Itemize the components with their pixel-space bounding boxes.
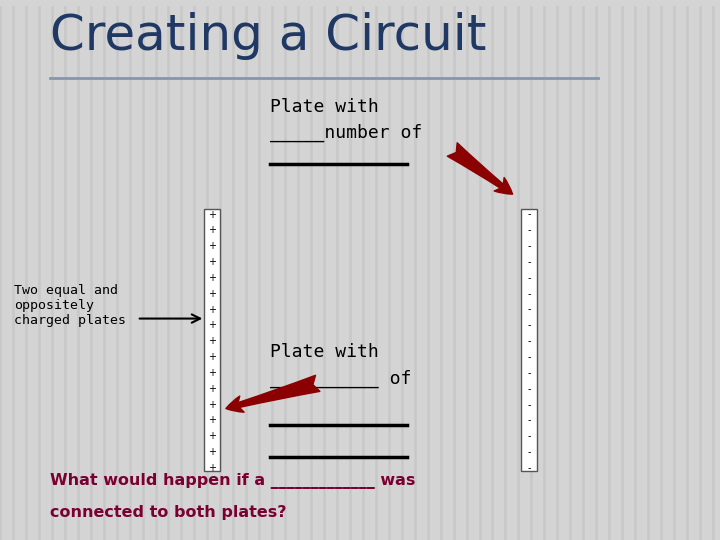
Text: -: - bbox=[528, 241, 531, 251]
Text: -: - bbox=[528, 463, 531, 473]
Text: +: + bbox=[208, 336, 217, 346]
Text: -: - bbox=[528, 210, 531, 220]
Text: +: + bbox=[208, 400, 217, 410]
Text: -: - bbox=[528, 320, 531, 330]
Text: Creating a Circuit: Creating a Circuit bbox=[50, 12, 487, 60]
Text: -: - bbox=[528, 447, 531, 457]
Text: -: - bbox=[528, 400, 531, 410]
Bar bbox=[521, 209, 537, 471]
Text: -: - bbox=[528, 305, 531, 315]
Text: +: + bbox=[208, 384, 217, 394]
Text: _____number of: _____number of bbox=[270, 124, 422, 143]
Text: -: - bbox=[528, 289, 531, 299]
Text: +: + bbox=[208, 225, 217, 235]
Text: -: - bbox=[528, 415, 531, 426]
Text: -: - bbox=[528, 257, 531, 267]
Text: -: - bbox=[528, 352, 531, 362]
Text: Plate with: Plate with bbox=[270, 343, 379, 361]
Text: -: - bbox=[528, 225, 531, 235]
Text: -: - bbox=[528, 336, 531, 346]
Text: +: + bbox=[208, 431, 217, 441]
Text: Two equal and
oppositely
charged plates: Two equal and oppositely charged plates bbox=[14, 284, 127, 327]
Text: +: + bbox=[208, 210, 217, 220]
Text: +: + bbox=[208, 273, 217, 283]
Text: +: + bbox=[208, 305, 217, 315]
Text: __________ of: __________ of bbox=[270, 370, 411, 388]
Text: +: + bbox=[208, 415, 217, 426]
Text: What would happen if a _____________ was: What would happen if a _____________ was bbox=[50, 473, 415, 489]
Text: Plate with: Plate with bbox=[270, 98, 379, 116]
Text: -: - bbox=[528, 273, 531, 283]
Text: +: + bbox=[208, 368, 217, 378]
Text: -: - bbox=[528, 368, 531, 378]
Text: +: + bbox=[208, 352, 217, 362]
Text: +: + bbox=[208, 289, 217, 299]
Text: -: - bbox=[528, 431, 531, 441]
Text: +: + bbox=[208, 463, 217, 473]
Text: +: + bbox=[208, 241, 217, 251]
Text: +: + bbox=[208, 447, 217, 457]
Text: +: + bbox=[208, 257, 217, 267]
Bar bbox=[204, 209, 220, 471]
Text: -: - bbox=[528, 384, 531, 394]
Text: connected to both plates?: connected to both plates? bbox=[50, 505, 287, 519]
Text: +: + bbox=[208, 320, 217, 330]
